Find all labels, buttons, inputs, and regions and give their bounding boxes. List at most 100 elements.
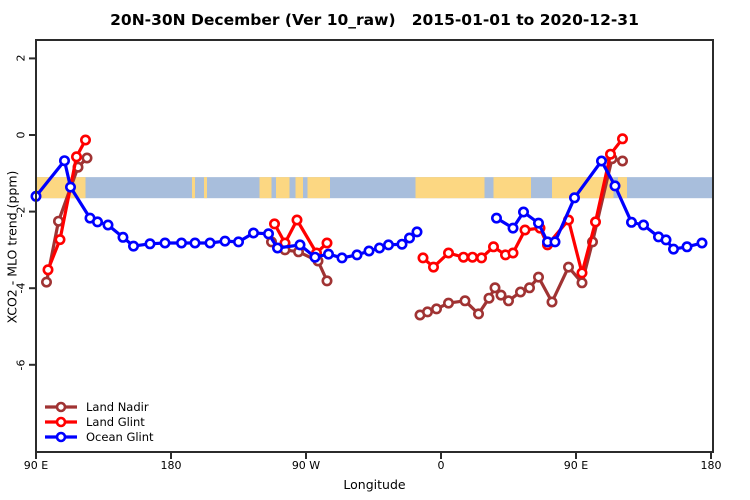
ocean-glint-point [159,237,171,249]
x-tick-label: 180 [160,459,182,472]
land-nadir-point [562,261,574,273]
map-band-land [618,177,627,199]
land-nadir-point [532,271,544,283]
land-glint-point [321,237,333,249]
x-tick-label: 90 E [23,459,49,472]
land-nadir-point [52,215,64,227]
y-tick-label: -2 [14,206,28,218]
land-glint-point [519,224,531,236]
y-tick-label: -6 [14,359,28,371]
y-tick-label: 2 [14,54,28,62]
map-band-land [204,177,207,199]
ocean-glint-point [189,237,201,249]
x-tick-label: 90 E [563,459,589,472]
ocean-glint-point [58,155,70,167]
land-glint-point [54,234,66,246]
map-band-land [307,177,330,199]
x-tick-label: 0 [437,459,445,472]
x-tick-label: 90 W [291,459,321,472]
ocean-glint-point [102,219,114,231]
y-axis-label: XCO2 - MLO trend (ppm) [4,170,20,324]
ocean-glint-point [65,181,77,193]
y-tick-label: 0 [14,131,28,139]
chart-title: 20N-30N December (Ver 10_raw) 2015-01-01… [110,11,639,29]
ocean-glint-point [128,240,140,252]
land-nadir-marker-icon [45,401,77,413]
land-glint-point [507,247,519,259]
ocean-glint-point [117,231,129,243]
ocean-glint-point [176,237,188,249]
land-nadir-point [321,275,333,287]
ocean-glint-point [382,239,394,251]
land-glint-point [576,267,588,279]
land-glint-point [427,261,439,273]
y-tick-label: -4 [14,282,28,294]
ocean-glint-point [92,216,104,228]
land-glint-point [291,214,303,226]
map-band-land [295,177,303,199]
ocean-glint-point [262,228,274,240]
land-glint-point [616,133,628,145]
land-nadir-point [546,296,558,308]
land-nadir-point [495,289,507,301]
land-glint-point [466,251,478,263]
land-glint-point [589,216,601,228]
ocean-glint-point [248,227,260,239]
land-glint-point [268,218,280,230]
land-nadir-point [616,155,628,167]
legend: Land Nadir Land Glint Ocean Glint [44,400,154,444]
land-glint-point [80,134,92,146]
ocean-glint-point [660,234,672,246]
ocean-glint-point [219,235,231,247]
land-nadir-point [40,276,52,288]
legend-item-land-nadir: Land Nadir [44,400,154,414]
land-glint-point [475,252,487,264]
ocean-glint-point [363,245,375,257]
legend-label-ocean-glint: Ocean Glint [86,430,154,444]
ocean-glint-point [667,243,679,255]
ocean-glint-point [637,219,649,231]
ocean-glint-point [309,251,321,263]
map-band-land [415,177,485,199]
land-nadir-point [489,282,501,294]
ocean-glint-point [595,155,607,167]
land-glint-point [42,264,54,276]
land-nadir-point [459,295,471,307]
land-nadir-point [81,152,93,164]
ocean-glint-point [373,242,385,254]
land-glint-point [71,151,83,163]
ocean-glint-point [411,226,423,238]
ocean-glint-point [625,216,637,228]
land-nadir-point [483,292,495,304]
map-band-land [192,177,195,199]
ocean-glint-point [351,249,363,261]
land-nadir-point [523,282,535,294]
land-nadir-point [472,308,484,320]
ocean-glint-point [696,237,708,249]
map-band-land [259,177,272,199]
land-glint-point [604,148,616,160]
map-band-land [276,177,290,199]
land-nadir-point [430,303,442,315]
ocean-glint-point [517,206,529,218]
land-glint-point [417,252,429,264]
ocean-glint-point [294,239,306,251]
land-nadir-point [502,295,514,307]
land-glint-point [457,251,469,263]
map-band-land [493,177,531,199]
ocean-glint-point [507,222,519,234]
ocean-glint-point [233,236,245,248]
ocean-glint-point [490,212,502,224]
legend-item-land-glint: Land Glint [44,415,154,429]
ocean-glint-point [532,217,544,229]
ocean-glint-point [322,248,334,260]
ocean-glint-point [549,236,561,248]
land-nadir-point [421,306,433,318]
ocean-glint-point [271,242,283,254]
land-glint-point [487,241,499,253]
land-nadir-point [514,286,526,298]
ocean-glint-marker-icon [45,431,77,443]
plot-border [35,39,714,453]
